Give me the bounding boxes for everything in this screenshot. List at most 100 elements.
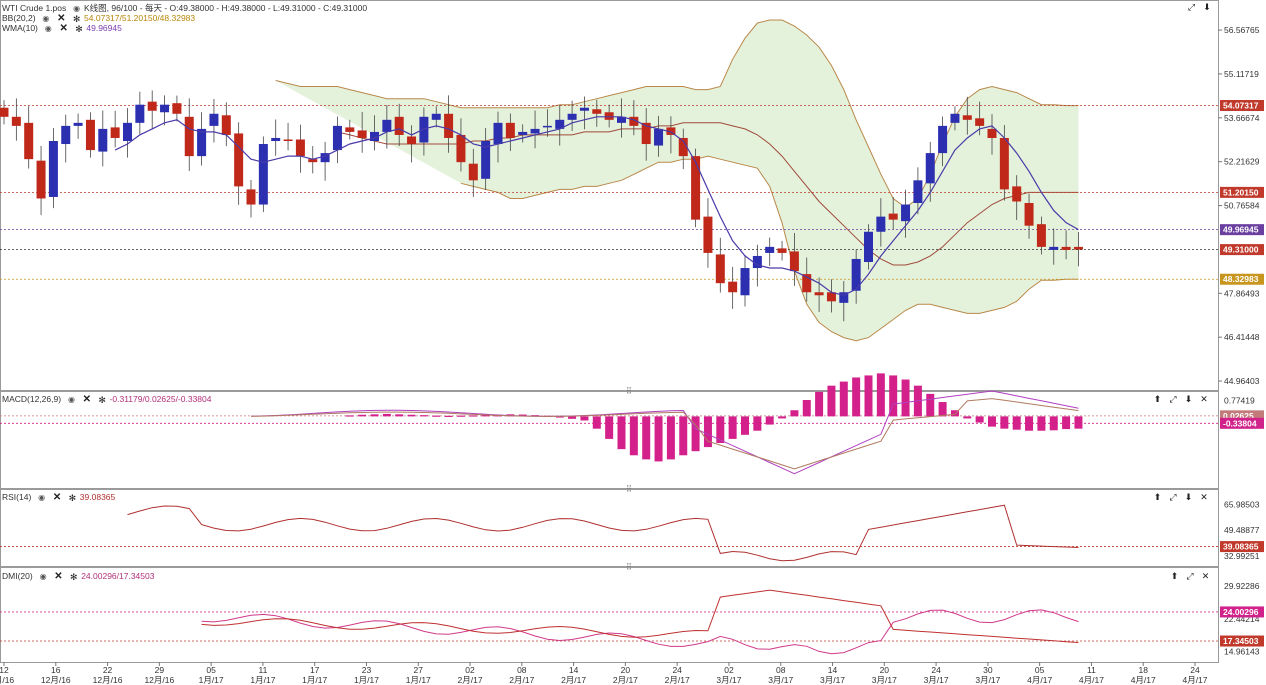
macd-histogram-bar bbox=[592, 416, 601, 429]
x-tick-month: 3月/17 bbox=[924, 675, 949, 685]
close-icon[interactable]: ✕ bbox=[54, 570, 63, 582]
macd-histogram-bar bbox=[765, 416, 774, 425]
eye-icon[interactable]: ◉ bbox=[67, 394, 75, 404]
expand-icon[interactable]: ⤢ bbox=[1186, 571, 1194, 581]
move-down-icon[interactable]: ⬇ bbox=[1184, 492, 1193, 502]
close-icon[interactable]: ✕ bbox=[82, 393, 91, 405]
candle-body bbox=[48, 141, 58, 197]
candle-body bbox=[1049, 246, 1059, 250]
candle-body bbox=[271, 137, 281, 141]
candle-body bbox=[901, 204, 911, 222]
wma-value: 49.96945 bbox=[86, 23, 122, 34]
close-icon[interactable]: ✕ bbox=[1200, 394, 1208, 404]
x-tick-month: 4月/17 bbox=[1027, 675, 1052, 685]
x-tick-month: 2月/17 bbox=[509, 675, 534, 685]
panel-frame bbox=[0, 391, 1219, 489]
macd-panel-controls: ⬆ ⤢ ⬇ ✕ bbox=[1150, 394, 1210, 405]
x-tick-month: 4月/17 bbox=[1131, 675, 1156, 685]
candle-body bbox=[789, 251, 799, 272]
chart-type-label: K线图, 96/100 - 每天 bbox=[84, 3, 162, 14]
macd-histogram-bar bbox=[1000, 416, 1009, 429]
candle-body bbox=[691, 156, 701, 220]
candle-body bbox=[407, 136, 417, 145]
macd-signal-line bbox=[250, 398, 1079, 470]
gear-icon[interactable]: ✻ bbox=[72, 13, 81, 24]
x-tick-month: 3月/17 bbox=[716, 675, 741, 685]
x-tick-day: 20 bbox=[880, 665, 890, 675]
x-tick-day: 17 bbox=[310, 665, 320, 675]
candle-body bbox=[160, 104, 170, 113]
candle-body bbox=[864, 231, 873, 262]
rsi-label: RSI(14) bbox=[2, 492, 32, 503]
candle-body bbox=[654, 128, 664, 146]
dmi-tick-label: 22.44214 bbox=[1224, 614, 1260, 624]
eye-icon[interactable]: ◉ bbox=[38, 492, 46, 502]
candle-body bbox=[876, 216, 886, 232]
main-header: WTI Crude 1.pos ◉ K线图, 96/100 - 每天 - O:4… bbox=[2, 3, 367, 14]
macd-histogram-bar bbox=[691, 416, 700, 452]
candle-body bbox=[295, 139, 305, 157]
macd-histogram-bar bbox=[802, 400, 811, 417]
eye-icon[interactable]: ◉ bbox=[39, 571, 47, 581]
macd-histogram-bar bbox=[370, 414, 379, 417]
move-up-icon[interactable]: ⬆ bbox=[1153, 394, 1162, 404]
close-icon[interactable]: ✕ bbox=[1201, 571, 1210, 581]
macd-histogram-bar bbox=[728, 416, 737, 439]
eye-icon[interactable]: ◉ bbox=[42, 13, 50, 23]
macd-histogram-bar bbox=[395, 414, 404, 417]
candle-body bbox=[814, 292, 824, 296]
move-up-icon[interactable]: ⬆ bbox=[1153, 492, 1162, 502]
macd-histogram-bar bbox=[889, 375, 898, 417]
bb-label: BB(20,2) bbox=[2, 13, 36, 24]
eye-icon[interactable]: ◉ bbox=[44, 23, 52, 33]
macd-histogram-bar bbox=[1062, 416, 1071, 430]
gear-icon[interactable]: ✻ bbox=[98, 394, 106, 405]
move-down-icon[interactable]: ⬇ bbox=[1184, 394, 1193, 404]
dmi-minus-line bbox=[201, 589, 1079, 643]
expand-icon[interactable]: ⤢ bbox=[1169, 394, 1177, 404]
macd-marker-label: -0.33804 bbox=[1223, 418, 1257, 428]
candle-body bbox=[617, 116, 626, 123]
x-tick-day: 29 bbox=[155, 665, 165, 675]
gear-icon[interactable]: ✻ bbox=[75, 23, 83, 34]
bollinger-band-fill bbox=[275, 20, 1079, 341]
move-up-icon[interactable]: ⬆ bbox=[1170, 571, 1179, 581]
expand-icon[interactable]: ⤢ bbox=[1187, 2, 1196, 12]
expand-icon[interactable]: ⤢ bbox=[1169, 492, 1177, 502]
x-tick-month: 1月/17 bbox=[354, 675, 379, 685]
macd-header: MACD(12,26,9) ◉ ✕ ✻ -0.31179/0.02625/-0.… bbox=[2, 394, 212, 405]
close-icon[interactable]: ✕ bbox=[59, 22, 68, 34]
splitter-grip: ⠿ bbox=[626, 484, 632, 494]
candle-body bbox=[357, 130, 367, 138]
close-icon[interactable]: ✕ bbox=[1200, 492, 1208, 502]
dmi-plus-line bbox=[201, 609, 1079, 655]
rsi-marker bbox=[1220, 541, 1264, 553]
splitter-grip: ⠿ bbox=[626, 386, 632, 396]
x-tick-day: 05 bbox=[1035, 665, 1045, 675]
candle-body bbox=[172, 103, 182, 114]
macd-histogram-bar bbox=[358, 414, 367, 417]
move-down-icon[interactable]: ⬇ bbox=[1203, 2, 1211, 12]
x-tick-month: 2月/17 bbox=[613, 675, 638, 685]
x-tick-month: 2月/17 bbox=[458, 675, 483, 685]
x-tick-day: 05 bbox=[206, 665, 216, 675]
gear-icon[interactable]: ✻ bbox=[68, 492, 77, 503]
candle-body bbox=[913, 180, 923, 204]
price-tick-label: 52.21629 bbox=[1224, 157, 1260, 167]
candle-body bbox=[826, 292, 836, 302]
macd-histogram-bar bbox=[617, 416, 626, 450]
close-icon[interactable]: ✕ bbox=[52, 491, 62, 503]
macd-histogram-bar bbox=[839, 381, 848, 417]
candle-body bbox=[740, 268, 750, 296]
eye-icon[interactable]: ◉ bbox=[73, 3, 81, 13]
dmi-marker-label: 17.34503 bbox=[1223, 636, 1259, 646]
macd-histogram-bar bbox=[382, 413, 391, 417]
candle-body bbox=[678, 137, 688, 157]
wma-line bbox=[114, 116, 1079, 296]
candle-body bbox=[98, 128, 108, 152]
close-icon[interactable]: ✕ bbox=[57, 12, 66, 24]
candle-body bbox=[975, 118, 985, 126]
gear-icon[interactable]: ✻ bbox=[70, 571, 78, 582]
candle-body bbox=[468, 163, 478, 181]
